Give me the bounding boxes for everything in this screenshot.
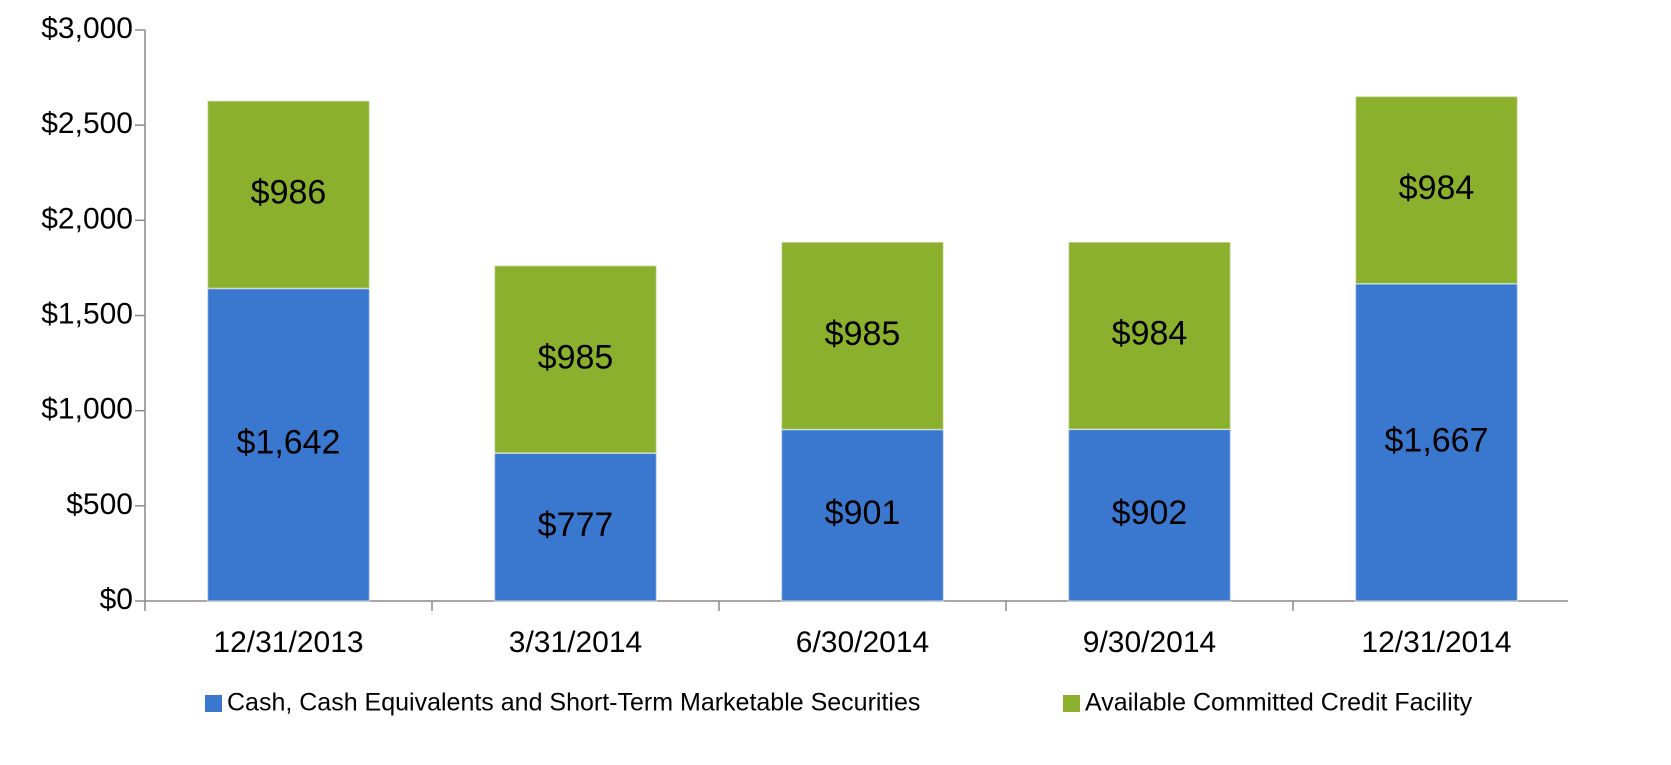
legend-swatch [205, 695, 222, 712]
bar-segment [780, 241, 945, 431]
data-label: $777 [538, 506, 614, 544]
data-label: $901 [825, 494, 901, 532]
y-tick-label: $1,500 [41, 297, 133, 330]
x-tick-label: 9/30/2014 [1083, 626, 1216, 659]
data-label: $1,642 [237, 424, 341, 462]
data-label: $984 [1399, 169, 1475, 207]
data-label: $986 [251, 174, 327, 212]
data-label: $1,667 [1385, 421, 1489, 459]
bar-segment [1067, 241, 1232, 431]
y-tick-label: $500 [66, 488, 133, 521]
data-label: $902 [1112, 494, 1188, 532]
y-tick-label: $1,000 [41, 393, 133, 426]
x-tick-label: 12/31/2014 [1361, 626, 1511, 659]
legend-label: Cash, Cash Equivalents and Short-Term Ma… [227, 689, 920, 717]
data-label: $985 [538, 338, 614, 376]
legend-swatch [1063, 695, 1080, 712]
bar-segment [1354, 282, 1519, 602]
y-tick-label: $2,000 [41, 202, 133, 235]
x-tick-label: 3/31/2014 [509, 626, 642, 659]
y-tick-label: $2,500 [41, 107, 133, 140]
bar-segment [206, 287, 371, 602]
bar-segment [1067, 428, 1232, 602]
x-tick-label: 12/31/2013 [213, 626, 363, 659]
y-tick-label: $0 [100, 583, 133, 616]
bar-segment [1354, 95, 1519, 285]
bar-segment [780, 428, 945, 602]
legend-label: Available Committed Credit Facility [1085, 689, 1473, 717]
bar-segment [206, 100, 371, 290]
bar-segment [493, 264, 658, 454]
data-label: $984 [1112, 315, 1188, 353]
bar-segment [493, 452, 658, 602]
x-tick-label: 6/30/2014 [796, 626, 929, 659]
data-label: $985 [825, 315, 901, 353]
y-tick-label: $3,000 [41, 12, 133, 45]
